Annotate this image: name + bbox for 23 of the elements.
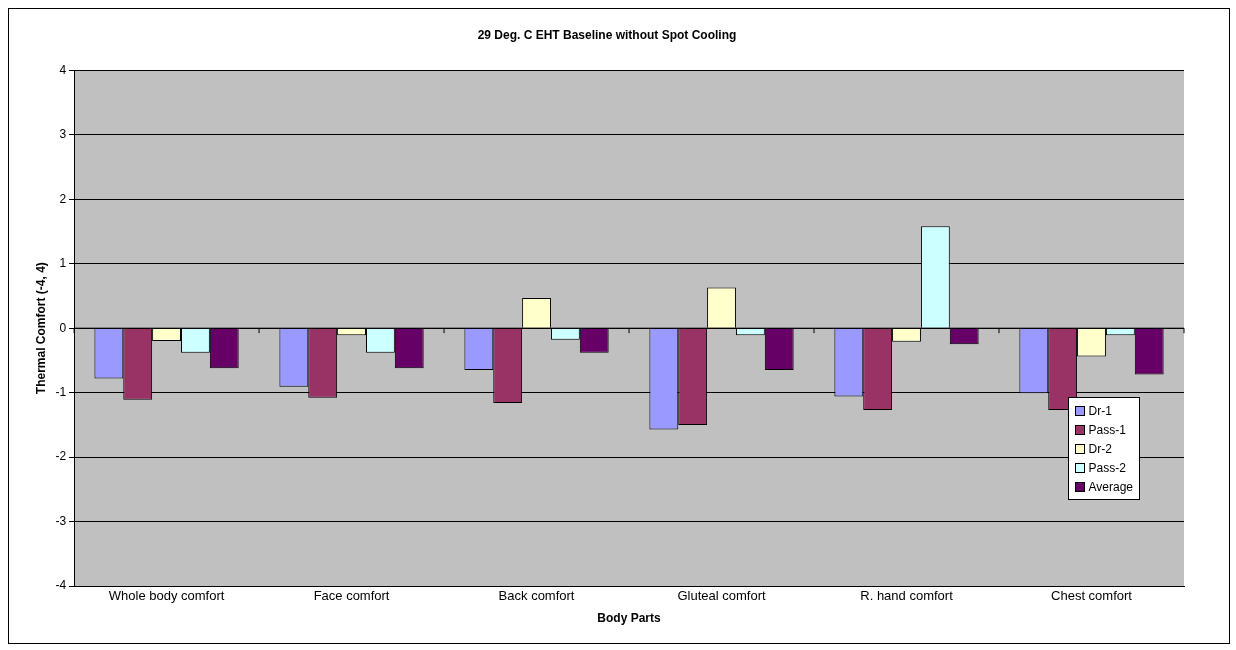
legend-label: Average [1088, 479, 1133, 494]
legend-label: Dr-1 [1088, 403, 1112, 418]
x-tick-label: Face comfort [313, 588, 390, 604]
x-axis-title: Body Parts [597, 611, 662, 626]
y-tick-label: -2 [55, 449, 67, 464]
x-tick-label: Gluteal comfort [677, 588, 766, 604]
y-tick-label: 1 [59, 256, 67, 271]
chart-title: 29 Deg. C EHT Baseline without Spot Cooling [477, 27, 737, 42]
y-tick-label: -4 [55, 578, 67, 593]
y-tick-label: 2 [59, 191, 67, 206]
y-tick-label: 4 [59, 62, 67, 77]
y-tick-label: 0 [59, 320, 67, 335]
legend-label: Pass-1 [1088, 422, 1126, 437]
legend-label: Pass-2 [1088, 460, 1126, 475]
x-tick-label: Whole body comfort [108, 588, 225, 604]
y-tick-label: 3 [59, 127, 67, 142]
y-tick-label: -3 [55, 513, 67, 528]
x-tick-label: Chest comfort [1051, 588, 1133, 604]
y-tick-label: -1 [55, 384, 67, 399]
x-tick-label: R. hand comfort [860, 588, 954, 604]
y-axis-title: Thermal Comfort (-4, 4) [33, 262, 48, 395]
legend-label: Dr-2 [1088, 441, 1112, 456]
x-tick-label: Back comfort [498, 588, 575, 604]
